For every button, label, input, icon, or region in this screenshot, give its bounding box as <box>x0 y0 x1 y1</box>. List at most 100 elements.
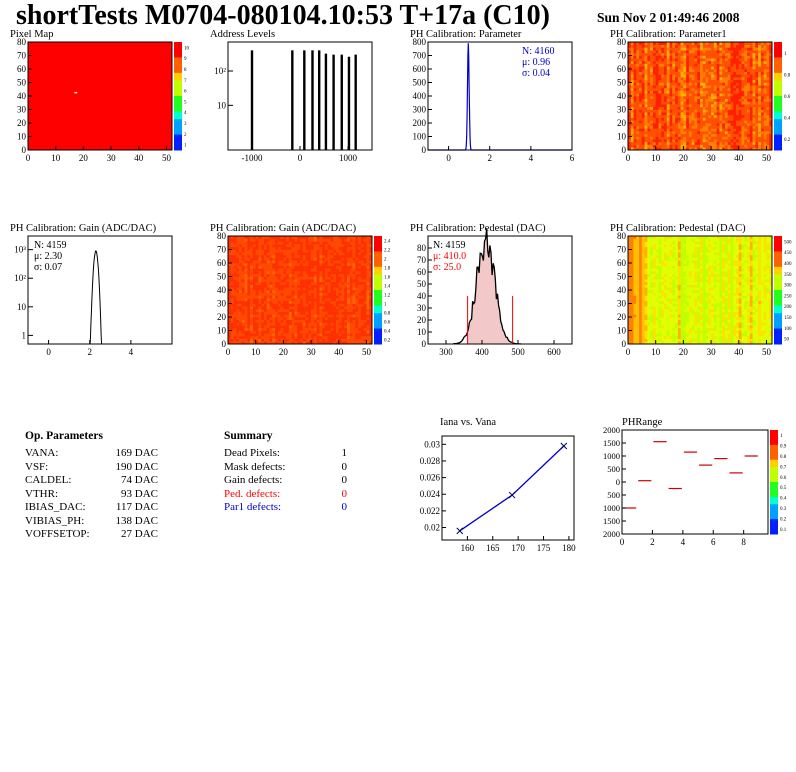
heatmap-cell <box>702 139 706 143</box>
heatmap-cell <box>283 322 287 326</box>
heatmap-cell <box>255 303 259 307</box>
heatmap-cell <box>233 241 237 245</box>
heatmap-cell <box>236 252 240 256</box>
heatmap-cell <box>763 55 767 59</box>
heatmap-cell <box>366 292 370 296</box>
heatmap-cell <box>744 79 748 83</box>
heatmap-cell <box>319 298 323 302</box>
heatmap-cell <box>727 77 731 81</box>
heatmap-cell <box>258 303 262 307</box>
heatmap-cell <box>264 265 268 269</box>
heatmap-cell <box>666 85 670 89</box>
heatmap-cell <box>647 82 651 86</box>
heatmap-cell <box>741 136 745 140</box>
heatmap-cell <box>763 69 767 72</box>
heatmap-cell <box>363 284 367 288</box>
heatmap-cell <box>672 74 676 78</box>
heatmap-cell <box>749 123 753 126</box>
heatmap-cell <box>324 306 328 310</box>
heatmap-cell <box>747 66 751 70</box>
heatmap-cell <box>700 55 704 59</box>
heatmap-cell <box>733 144 737 148</box>
heatmap-cell <box>355 322 359 326</box>
heatmap-cell <box>744 114 748 118</box>
heatmap-cell <box>327 241 331 245</box>
heatmap-cell <box>661 238 665 242</box>
heatmap-cell <box>300 257 304 261</box>
heatmap-cell <box>266 271 270 275</box>
heatmap-cell <box>628 279 632 283</box>
heatmap-cell <box>228 308 232 312</box>
heatmap-cell <box>630 58 634 62</box>
heatmap-cell <box>686 117 690 121</box>
heatmap-cell <box>741 63 745 67</box>
heatmap-cell <box>760 125 764 129</box>
heatmap-cell <box>352 325 356 329</box>
heatmap-cell <box>639 136 643 140</box>
heatmap-cell <box>730 66 734 70</box>
heatmap-cell <box>639 284 643 288</box>
heatmap-cell <box>330 276 334 280</box>
heatmap-cell <box>241 341 245 345</box>
heatmap-cell <box>688 71 692 75</box>
heatmap-cell <box>711 93 715 97</box>
heatmap-cell <box>291 271 295 275</box>
heatmap-cell <box>688 141 692 145</box>
heatmap-cell <box>230 268 234 272</box>
heatmap-cell <box>747 128 751 132</box>
heatmap-cell <box>283 241 287 245</box>
heatmap-cell <box>358 241 362 245</box>
heatmap-cell <box>749 71 753 75</box>
heatmap-cell <box>338 338 342 342</box>
heatmap-cell <box>675 63 679 67</box>
heatmap-cell <box>241 260 245 264</box>
heatmap-cell <box>313 260 317 264</box>
heatmap-cell <box>233 303 237 307</box>
heatmap-cell <box>352 246 356 250</box>
heatmap-cell <box>294 303 298 307</box>
heatmap-cell <box>341 327 345 331</box>
heatmap-cell <box>736 60 740 64</box>
heatmap-cell <box>250 333 254 337</box>
heatmap-cell <box>333 333 337 337</box>
heatmap-cell <box>641 101 645 105</box>
heatmap-cell <box>628 125 632 129</box>
heatmap-cell <box>708 112 712 116</box>
heatmap-cell <box>639 263 643 266</box>
heatmap-cell <box>302 241 306 245</box>
heatmap-cell <box>636 55 640 59</box>
heatmap-cell <box>336 268 340 272</box>
heatmap-cell <box>677 55 681 59</box>
heatmap-cell <box>275 252 279 256</box>
heatmap-cell <box>719 106 723 110</box>
heatmap-cell <box>633 120 637 124</box>
heatmap-cell <box>275 246 279 250</box>
heatmap-cell <box>264 257 268 261</box>
heatmap-cell <box>758 58 762 62</box>
heatmap-cell <box>252 249 256 253</box>
heatmap-cell <box>233 319 237 323</box>
heatmap-cell <box>655 281 659 285</box>
heatmap-cell <box>294 295 298 299</box>
heatmap-cell <box>630 281 634 285</box>
heatmap-cell <box>639 273 643 277</box>
heatmap-cell <box>641 136 645 140</box>
heatmap-cell <box>652 246 656 250</box>
heatmap-cell <box>691 139 695 143</box>
heatmap-cell <box>655 50 659 54</box>
heatmap-cell <box>658 128 662 132</box>
heatmap-cell <box>324 279 328 283</box>
heatmap-cell <box>652 268 656 272</box>
heatmap-cell <box>650 98 654 102</box>
heatmap-cell <box>666 47 670 51</box>
heatmap-cell <box>669 79 673 83</box>
heatmap-cell <box>327 257 331 261</box>
heatmap-cell <box>258 281 262 285</box>
heatmap-cell <box>688 147 692 151</box>
heatmap-cell <box>308 341 312 345</box>
heatmap-cell <box>319 314 323 318</box>
heatmap-cell <box>347 287 351 291</box>
heatmap-cell <box>672 114 676 118</box>
heatmap-cell <box>322 268 326 272</box>
heatmap-cell <box>258 244 262 248</box>
